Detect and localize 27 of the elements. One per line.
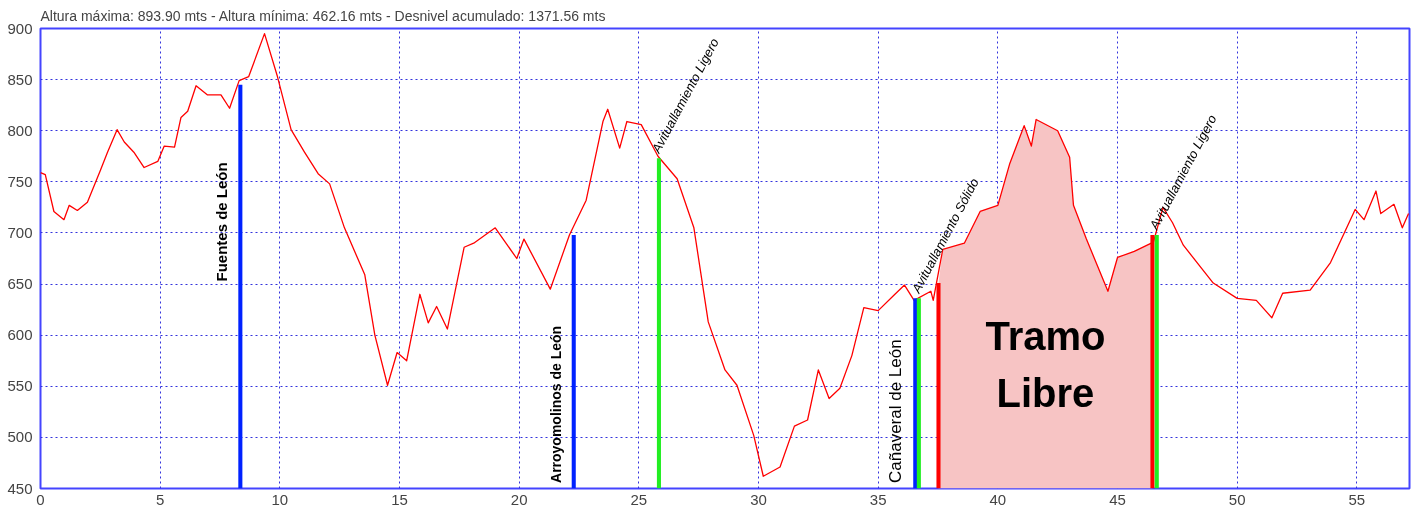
y-tick-label: 800 [7, 121, 33, 139]
x-tick-label: 0 [36, 490, 45, 508]
x-tick-label: 20 [510, 490, 528, 508]
annotation: Arroyomolinos de León [547, 325, 564, 483]
y-tick-label: 600 [7, 326, 33, 344]
x-tick-label: 5 [156, 490, 165, 508]
x-tick-label: 15 [391, 490, 408, 508]
x-tick-label: 35 [869, 490, 887, 508]
x-tick-label: 50 [1228, 490, 1246, 508]
y-tick-label: 700 [7, 223, 33, 241]
annotation: Tramo Libre [985, 313, 1106, 415]
annotation: Cañaveral de León [886, 339, 906, 483]
x-tick-label: 10 [271, 490, 289, 508]
y-tick-label: 500 [7, 428, 33, 446]
y-tick-label: 900 [7, 19, 33, 37]
annotation: Fuentes de León [213, 162, 231, 282]
y-tick-label: 650 [7, 275, 33, 293]
x-tick-label: 55 [1348, 490, 1366, 508]
x-tick-label: 25 [630, 490, 648, 508]
y-tick-label: 750 [7, 172, 33, 190]
y-tick-label: 850 [7, 70, 33, 88]
x-tick-label: 40 [989, 490, 1007, 508]
chart-title: Altura máxima: 893.90 mts - Altura mínima: 462.16 mts - Desnivel acumulado: 1371.56 mts [40, 7, 606, 24]
y-tick-label: 550 [7, 377, 33, 395]
y-tick-label: 450 [7, 479, 33, 497]
x-tick-label: 45 [1109, 490, 1126, 508]
x-tick-label: 30 [750, 490, 767, 508]
